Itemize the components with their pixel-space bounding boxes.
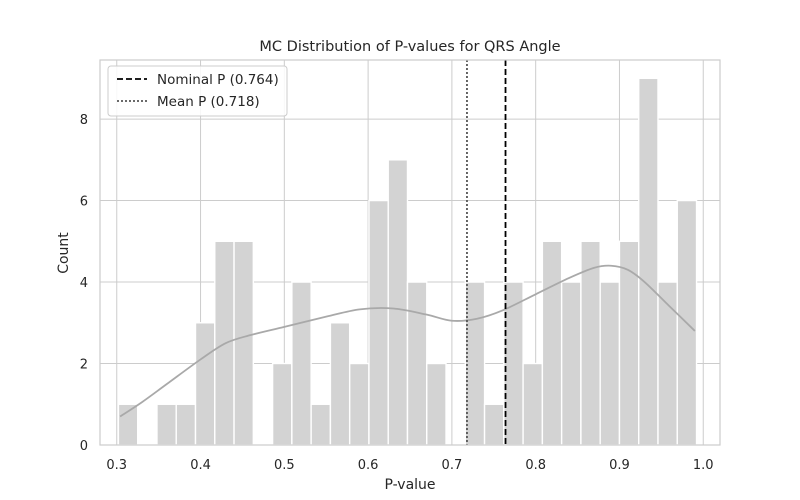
histogram-bars — [117, 77, 698, 446]
x-tick-label: 1.0 — [693, 458, 714, 473]
histogram-bar — [522, 362, 544, 446]
y-tick-labels: 0 2 4 6 8 — [80, 113, 88, 454]
plot-frame — [99, 59, 721, 446]
histogram-bar — [271, 362, 293, 446]
reference-lines — [466, 60, 507, 445]
x-axis-label: P-value — [384, 477, 435, 493]
histogram-bar — [657, 281, 678, 446]
kde-curve — [119, 264, 696, 418]
histogram-bar — [387, 159, 409, 446]
histogram-bar — [156, 403, 177, 446]
y-tick-label: 0 — [80, 439, 88, 454]
legend-mean-label: Mean P (0.718) — [157, 94, 260, 110]
histogram-bar — [233, 240, 255, 446]
histogram-bar — [599, 281, 621, 446]
histogram-bar — [618, 240, 640, 446]
chart-title: MC Distribution of P-values for QRS Angl… — [259, 39, 560, 55]
y-tick-label: 4 — [80, 276, 88, 291]
histogram-bar — [291, 281, 312, 446]
histogram-bar — [310, 403, 332, 446]
x-tick-label: 0.4 — [190, 458, 211, 473]
legend: Nominal P (0.764) Mean P (0.718) — [107, 65, 288, 117]
histogram-bar — [483, 403, 505, 446]
histogram-bar — [406, 281, 428, 446]
histogram-bar — [426, 362, 447, 446]
histogram-bar — [348, 362, 370, 446]
histogram-bar — [368, 199, 389, 446]
x-tick-label: 0.9 — [609, 458, 630, 473]
histogram-bar — [194, 322, 216, 446]
legend-box — [107, 65, 288, 117]
y-tick-label: 8 — [80, 113, 88, 128]
y-tick-label: 6 — [80, 195, 88, 210]
x-tick-label: 0.6 — [358, 458, 379, 473]
x-tick-label: 0.8 — [525, 458, 546, 473]
x-tick-label: 0.5 — [274, 458, 295, 473]
histogram-bar — [503, 281, 524, 446]
y-tick-label: 2 — [80, 358, 88, 373]
histogram-bar — [541, 240, 563, 446]
y-axis-label: Count — [56, 232, 72, 274]
histogram-bar — [560, 281, 582, 446]
histogram-bar — [464, 281, 486, 446]
kde-curve-group — [119, 264, 696, 418]
histogram-bar — [329, 322, 351, 446]
x-tick-label: 0.7 — [442, 458, 463, 473]
legend-nominal-label: Nominal P (0.764) — [157, 72, 279, 88]
x-tick-labels: 0.3 0.4 0.5 0.6 0.7 0.8 0.9 1.0 — [106, 458, 713, 473]
histogram-bar — [638, 77, 659, 446]
x-tick-label: 0.3 — [106, 458, 127, 473]
histogram-bar — [175, 403, 197, 446]
